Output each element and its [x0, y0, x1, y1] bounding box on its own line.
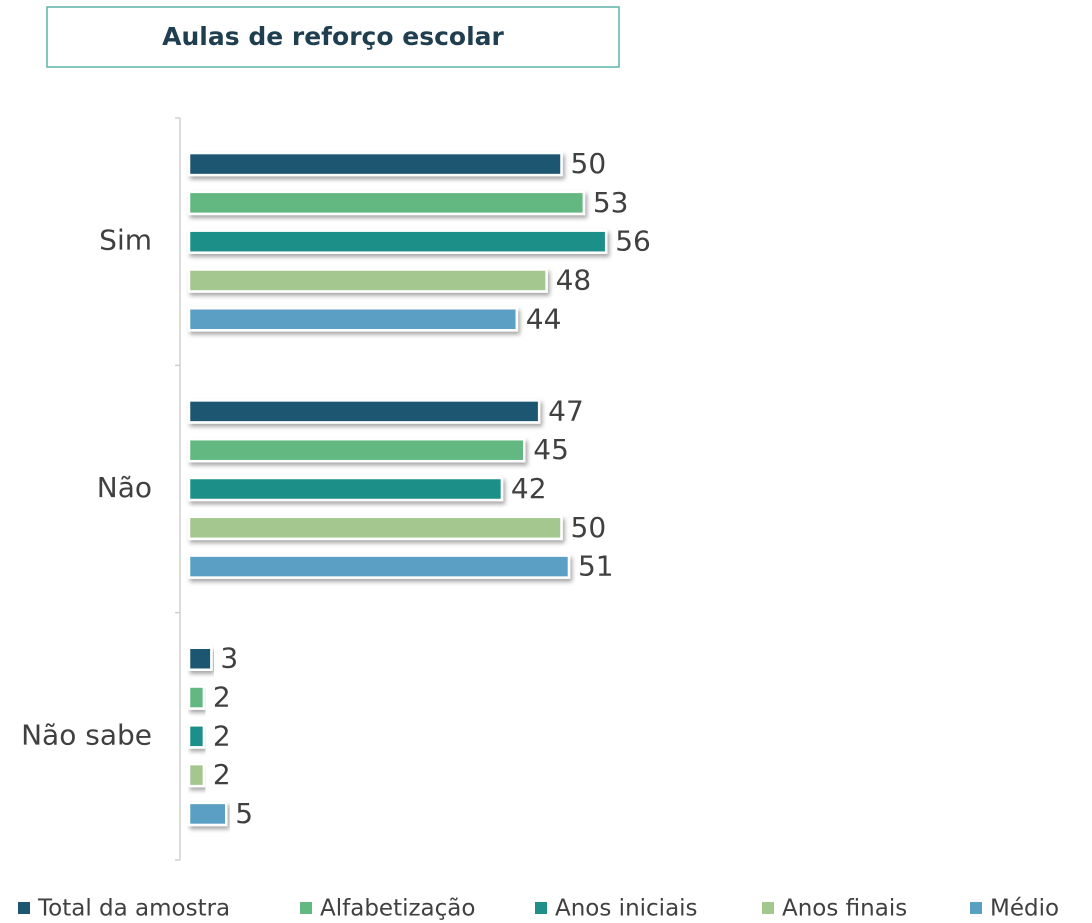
legend-swatch [762, 902, 774, 914]
bar [187, 646, 213, 671]
title-box [46, 6, 620, 68]
bar [187, 801, 228, 827]
bar [187, 554, 571, 579]
data-label: 50 [571, 147, 607, 180]
legend-label: Anos finais [782, 896, 907, 922]
data-label: 47 [548, 394, 584, 427]
bar [187, 762, 206, 788]
data-label: 2 [213, 758, 231, 791]
legend-swatch [535, 902, 547, 914]
bar [187, 685, 206, 710]
chart-title: Aulas de reforço escolar [162, 22, 504, 51]
category-label: Não [97, 471, 152, 504]
category-label: Não sabe [21, 718, 152, 751]
legend-label: Total da amostra [37, 896, 230, 922]
data-label: 5 [235, 797, 253, 830]
data-label: 3 [220, 642, 238, 675]
data-label: 2 [213, 681, 231, 714]
data-label: 45 [533, 433, 569, 466]
legend-label: Médio [990, 896, 1059, 922]
bar [187, 151, 563, 177]
data-label: 56 [615, 225, 651, 258]
legend-swatch [970, 902, 982, 914]
data-label: 44 [526, 302, 562, 335]
legend-label: Alfabetização [320, 896, 475, 922]
bar [187, 476, 504, 502]
legend-swatch [18, 902, 30, 914]
bar [187, 437, 526, 463]
legend-swatch [300, 902, 312, 914]
data-label: 48 [556, 263, 592, 296]
bar [187, 190, 586, 216]
data-label: 50 [571, 511, 607, 544]
data-label: 53 [593, 186, 629, 219]
data-label: 2 [213, 719, 231, 752]
bar [187, 515, 563, 541]
legend-label: Anos iniciais [555, 896, 698, 922]
bar [187, 268, 548, 293]
bar [187, 229, 608, 254]
data-label: 42 [511, 472, 547, 505]
bar [187, 399, 541, 424]
bar [187, 307, 519, 332]
bar [187, 724, 206, 749]
category-label: Sim [99, 224, 152, 257]
data-label: 51 [578, 550, 614, 583]
